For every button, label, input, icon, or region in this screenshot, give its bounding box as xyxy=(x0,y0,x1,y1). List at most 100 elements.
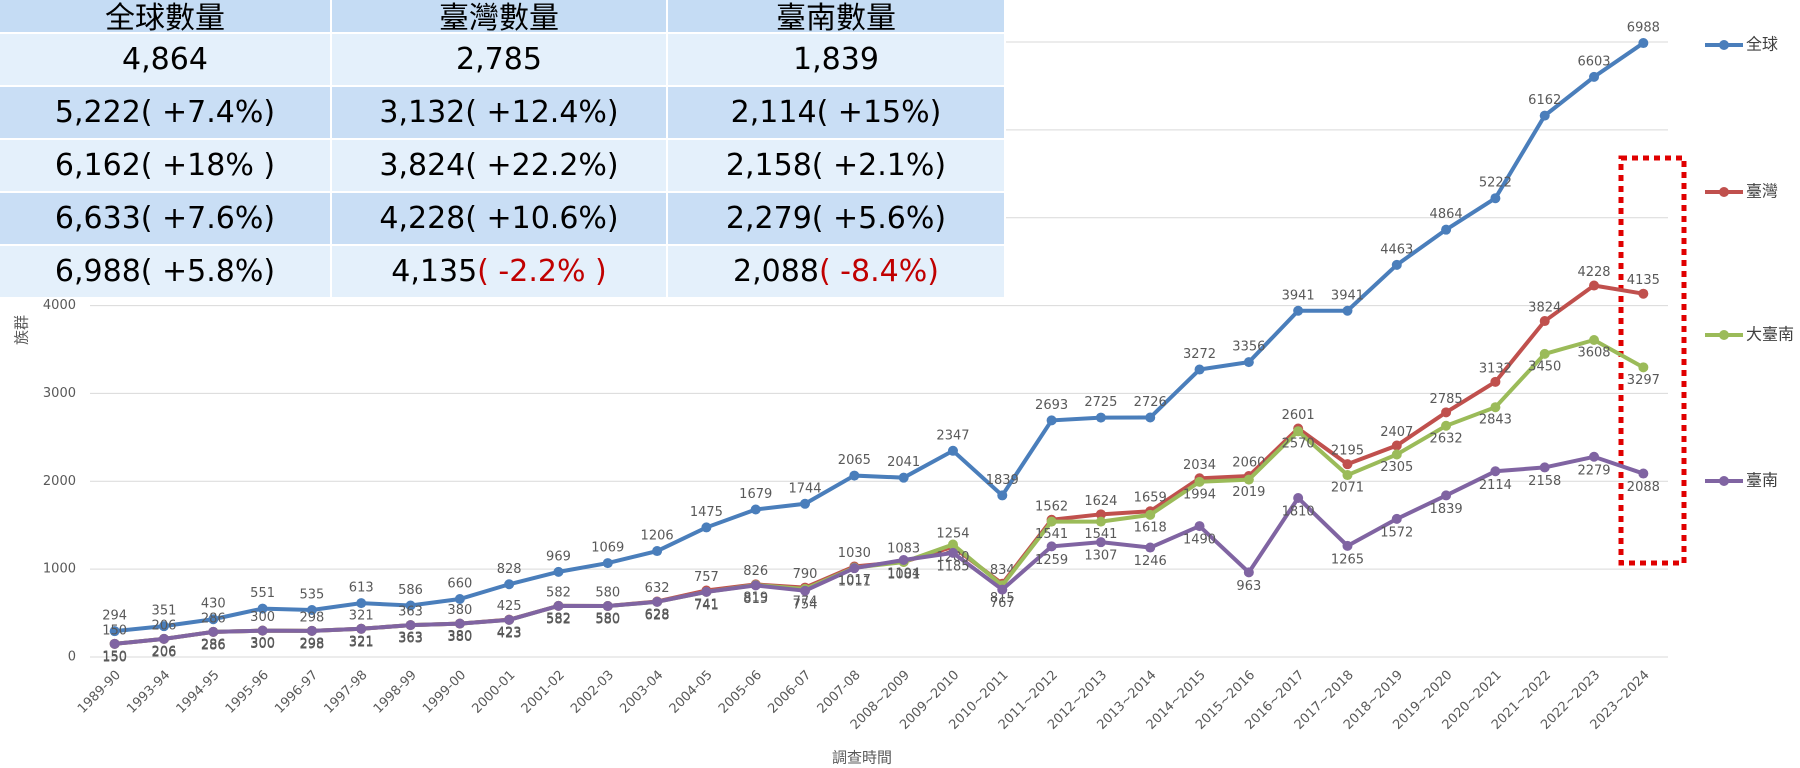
data-point xyxy=(1243,474,1254,485)
x-tick-label: 1989-90 xyxy=(75,668,124,717)
data-label: 2347 xyxy=(936,428,969,443)
table-cell: 2,279 ( +5.6%) xyxy=(668,193,1006,246)
data-label: 150 xyxy=(102,649,127,664)
data-label: 1541 xyxy=(1084,527,1117,542)
data-point xyxy=(898,555,909,566)
x-tick-label: 1993-94 xyxy=(124,668,173,717)
data-label: 206 xyxy=(152,645,177,660)
x-tick-label: 2006-07 xyxy=(765,668,814,717)
data-point xyxy=(1342,305,1353,316)
data-point xyxy=(1342,540,1353,551)
data-label: 321 xyxy=(349,634,374,649)
table-header: 全球數量 xyxy=(0,0,332,34)
data-label: 1624 xyxy=(1084,494,1117,509)
data-label: 1659 xyxy=(1134,491,1167,506)
x-tick-label: 1994-95 xyxy=(174,668,223,717)
data-label: 2195 xyxy=(1331,444,1364,459)
data-label: 819 xyxy=(743,591,768,606)
series-line xyxy=(114,283,1644,646)
data-point xyxy=(800,498,811,509)
data-label: 3608 xyxy=(1577,346,1610,361)
table-header: 臺南數量 xyxy=(668,0,1006,34)
data-label: 767 xyxy=(990,596,1015,611)
data-point xyxy=(1342,459,1353,470)
data-label: 1839 xyxy=(986,473,1019,488)
data-point xyxy=(1490,402,1501,413)
data-label: 298 xyxy=(299,637,324,652)
legend-label: 全球 xyxy=(1746,35,1778,54)
cell-text: ( +5.6%) xyxy=(811,201,947,236)
data-point xyxy=(750,504,761,515)
data-label: 1839 xyxy=(1430,502,1463,517)
data-label: 206 xyxy=(152,618,177,633)
data-point xyxy=(1638,38,1649,49)
data-point xyxy=(652,596,663,607)
data-label: 1679 xyxy=(739,487,772,502)
data-label: 286 xyxy=(201,638,226,653)
data-label: 1307 xyxy=(1084,549,1117,564)
cell-text: ( +2.1%) xyxy=(811,148,947,183)
data-label: 4864 xyxy=(1430,207,1463,222)
data-point xyxy=(602,601,613,612)
data-label: 3941 xyxy=(1282,288,1315,303)
data-label: 580 xyxy=(595,586,620,601)
data-label: 2279 xyxy=(1577,463,1610,478)
data-point xyxy=(997,584,1008,595)
data-label: 969 xyxy=(546,549,571,564)
legend-label: 臺灣 xyxy=(1746,182,1778,201)
data-label: 754 xyxy=(793,597,818,612)
data-label: 3272 xyxy=(1183,347,1216,362)
cell-text: ( +12.4%) xyxy=(465,95,619,130)
data-point xyxy=(849,563,860,574)
data-point xyxy=(1589,335,1600,346)
data-label: 1265 xyxy=(1331,552,1364,567)
cell-text: 2,114 xyxy=(730,95,817,130)
cell-text: 2,279 xyxy=(725,201,812,236)
data-label: 2034 xyxy=(1183,458,1216,473)
cell-text: ( +18% ) xyxy=(140,148,276,183)
data-label: 582 xyxy=(546,585,571,600)
cell-text: ( +15%) xyxy=(816,95,942,130)
data-label: 2725 xyxy=(1084,395,1117,410)
data-label: 3132 xyxy=(1479,361,1512,376)
data-point xyxy=(652,546,663,557)
data-label: 2060 xyxy=(1232,456,1265,471)
data-label: 1069 xyxy=(591,541,624,556)
data-label: 298 xyxy=(299,636,324,651)
data-point xyxy=(1293,426,1304,437)
cell-text: 1,839 xyxy=(793,42,879,77)
data-label: 6162 xyxy=(1528,93,1561,108)
data-point xyxy=(553,600,564,611)
data-label: 815 xyxy=(990,591,1015,606)
data-label: 2114 xyxy=(1479,478,1512,493)
data-point xyxy=(553,566,564,577)
cell-text: 4,228 xyxy=(379,201,466,236)
data-point xyxy=(1589,451,1600,462)
data-point xyxy=(1194,521,1205,532)
data-label: 6988 xyxy=(1627,21,1660,36)
data-point xyxy=(1441,420,1452,431)
data-label: 790 xyxy=(793,567,818,582)
data-label: 2601 xyxy=(1282,408,1315,423)
table-cell: 4,864 xyxy=(0,34,332,87)
series-line xyxy=(114,337,1645,646)
data-label: 1104 xyxy=(887,567,920,582)
x-tick-label: 2003-04 xyxy=(617,668,666,717)
data-label: 741 xyxy=(694,598,719,613)
table-cell: 5,222 ( +7.4%) xyxy=(0,87,332,140)
data-point xyxy=(750,580,761,591)
cell-text: ( +10.6%) xyxy=(465,201,619,236)
data-label: 423 xyxy=(497,625,522,640)
table-cell: 2,785 xyxy=(332,34,668,87)
data-label: 1572 xyxy=(1380,525,1413,540)
data-label: 632 xyxy=(645,581,670,596)
data-label: 2693 xyxy=(1035,398,1068,413)
data-point xyxy=(1391,449,1402,460)
y-tick-label: 3000 xyxy=(43,386,76,401)
table-cell: 3,824 ( +22.2%) xyxy=(332,140,668,193)
data-label: 1259 xyxy=(1035,553,1068,568)
data-label: 425 xyxy=(497,599,522,614)
data-label: 380 xyxy=(447,603,472,618)
y-tick-label: 1000 xyxy=(43,562,76,577)
data-point xyxy=(257,603,268,614)
